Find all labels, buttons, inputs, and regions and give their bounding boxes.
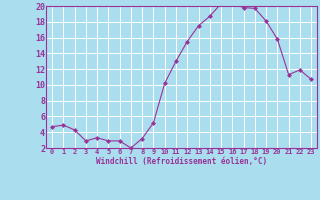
X-axis label: Windchill (Refroidissement éolien,°C): Windchill (Refroidissement éolien,°C) [96, 157, 267, 166]
